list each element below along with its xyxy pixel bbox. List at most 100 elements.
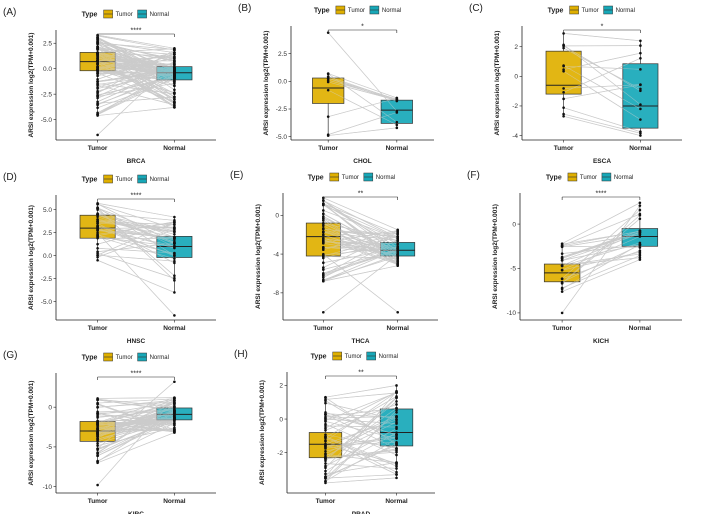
y-tick-label: 0 bbox=[512, 221, 516, 228]
pair-line bbox=[325, 437, 397, 467]
point-tumor bbox=[96, 246, 99, 250]
x-tick-label-tumor: Tumor bbox=[88, 145, 108, 152]
significance-label: **** bbox=[131, 28, 142, 35]
y-tick-label: 0 bbox=[514, 74, 518, 81]
point-normal bbox=[395, 411, 398, 414]
point-tumor bbox=[96, 413, 99, 417]
point-normal bbox=[638, 217, 642, 221]
point-normal bbox=[638, 208, 642, 212]
x-tick-label-normal: Normal bbox=[163, 325, 186, 332]
point-normal bbox=[396, 228, 400, 232]
data-points bbox=[322, 196, 400, 314]
pair-line bbox=[562, 231, 640, 266]
point-tumor bbox=[562, 69, 565, 73]
pair-line bbox=[323, 254, 398, 282]
pair-line bbox=[97, 225, 175, 257]
point-tumor bbox=[96, 213, 99, 217]
legend-label-tumor: Tumor bbox=[116, 355, 133, 361]
x-tick-label-normal: Normal bbox=[163, 145, 186, 152]
point-normal bbox=[396, 236, 400, 240]
point-tumor bbox=[560, 242, 564, 245]
pair-line bbox=[325, 451, 397, 458]
point-normal bbox=[173, 274, 176, 278]
point-tumor bbox=[560, 277, 564, 280]
point-normal bbox=[639, 51, 642, 55]
pair-line bbox=[325, 392, 397, 421]
pair-line bbox=[97, 417, 175, 457]
y-axis-label: ARSI expression log2(TPM+0.001) bbox=[28, 381, 35, 486]
point-tumor bbox=[96, 54, 99, 57]
panel-label: (F) bbox=[467, 170, 480, 181]
panel-chol: (B) Type Tumor Normal 2.5 0.0 -2.5 -5.0 Tumor Nor… bbox=[238, 3, 434, 165]
point-tumor bbox=[326, 72, 330, 75]
x-tick-label-tumor: Tumor bbox=[88, 325, 108, 332]
pair-lines-over bbox=[327, 32, 398, 136]
pair-line bbox=[562, 230, 640, 247]
pair-line bbox=[325, 437, 397, 449]
y-tick-label: 2.5 bbox=[278, 51, 287, 58]
x-tick-label-normal: Normal bbox=[629, 325, 652, 332]
point-tumor bbox=[562, 32, 565, 35]
y-tick-label: -4 bbox=[273, 251, 279, 258]
pair-lines-over bbox=[323, 197, 398, 313]
pair-line bbox=[97, 54, 175, 80]
point-tumor bbox=[562, 90, 565, 94]
point-normal bbox=[638, 258, 642, 261]
point-normal bbox=[638, 246, 642, 249]
x-tick-label-tumor: Tumor bbox=[318, 145, 338, 152]
pair-line bbox=[97, 252, 175, 279]
point-tumor bbox=[96, 38, 99, 41]
y-tick-label: -4 bbox=[512, 133, 518, 140]
point-normal bbox=[173, 414, 176, 417]
point-normal bbox=[638, 204, 642, 207]
x-axis-label: KIRC bbox=[128, 511, 144, 514]
legend-title: Type bbox=[546, 175, 562, 182]
point-tumor bbox=[322, 215, 325, 218]
pair-line bbox=[97, 69, 175, 115]
point-normal bbox=[639, 131, 642, 135]
pair-line bbox=[562, 251, 640, 271]
point-normal bbox=[396, 256, 400, 260]
pair-line bbox=[97, 60, 175, 62]
legend-label-normal: Normal bbox=[616, 8, 635, 14]
significance-label: * bbox=[361, 24, 364, 31]
legend-label-normal: Normal bbox=[150, 12, 169, 18]
pair-line bbox=[325, 408, 397, 459]
legend-title: Type bbox=[82, 12, 98, 19]
point-normal bbox=[396, 253, 400, 256]
point-normal bbox=[173, 88, 176, 92]
point-normal bbox=[173, 76, 176, 79]
pair-line bbox=[325, 440, 397, 475]
pair-line bbox=[563, 71, 641, 120]
point-tumor bbox=[96, 220, 99, 223]
point-tumor bbox=[324, 422, 327, 426]
point-normal bbox=[396, 247, 400, 250]
point-tumor bbox=[96, 406, 99, 409]
point-tumor bbox=[96, 100, 99, 104]
x-axis-label: PRAD bbox=[352, 511, 371, 514]
legend-label-normal: Normal bbox=[614, 175, 633, 181]
point-tumor bbox=[324, 417, 327, 421]
pair-line bbox=[325, 436, 397, 447]
pair-line bbox=[97, 228, 175, 258]
pair-line bbox=[323, 203, 398, 248]
point-normal bbox=[173, 82, 176, 85]
y-tick-label: -8 bbox=[273, 290, 279, 297]
y-axis-label: ARSI expression log2(TPM+0.001) bbox=[263, 31, 270, 136]
point-normal bbox=[173, 61, 176, 64]
point-tumor bbox=[560, 252, 564, 255]
legend-label-tumor: Tumor bbox=[116, 177, 133, 183]
point-normal bbox=[173, 95, 176, 99]
pair-lines-over bbox=[325, 385, 397, 484]
significance-label: ** bbox=[358, 191, 364, 198]
pair-line bbox=[325, 444, 397, 477]
point-normal bbox=[173, 220, 176, 224]
point-normal bbox=[639, 44, 642, 47]
point-normal bbox=[638, 201, 642, 205]
point-tumor bbox=[324, 481, 327, 485]
pair-line bbox=[97, 415, 175, 436]
pair-line bbox=[323, 197, 398, 231]
pair-line bbox=[97, 428, 175, 434]
point-tumor bbox=[562, 97, 565, 101]
point-normal bbox=[396, 249, 400, 253]
